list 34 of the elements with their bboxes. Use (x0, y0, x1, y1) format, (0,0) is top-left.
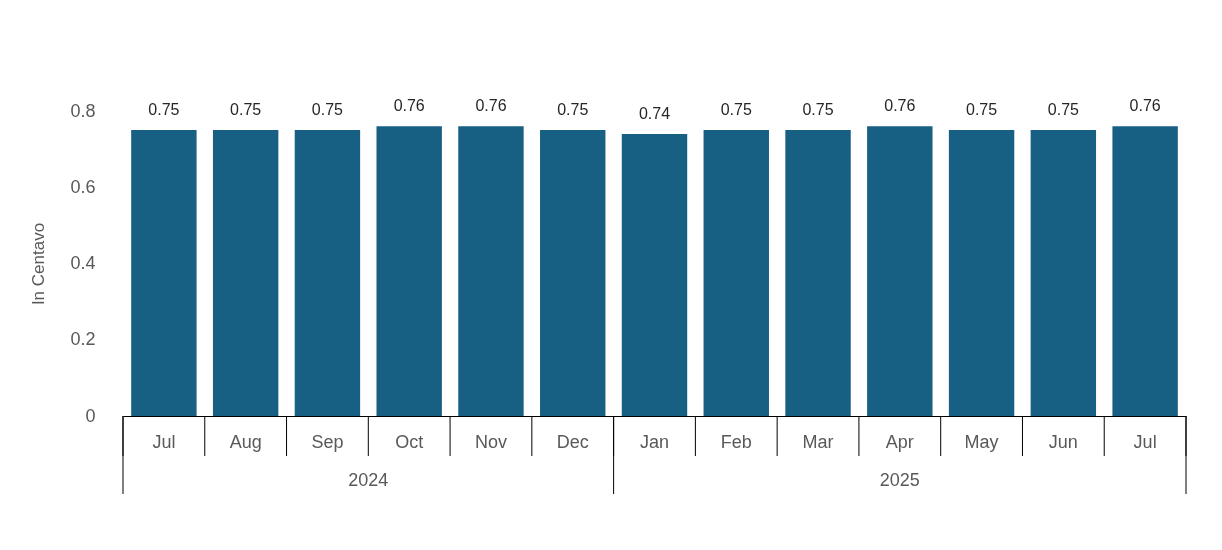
data-label: 0.75 (966, 101, 998, 119)
data-label: 0.75 (802, 101, 834, 119)
data-label: 0.75 (557, 101, 589, 119)
data-label: 0.76 (884, 97, 916, 115)
x-tick-label: Jul (1133, 431, 1157, 452)
x-tick-label: Jul (152, 431, 176, 452)
x-tick-label: Apr (885, 431, 914, 452)
x-tick-label: Jan (639, 431, 670, 452)
x-tick-label: Feb (720, 431, 752, 452)
data-label: 0.74 (638, 104, 671, 122)
y-tick-label: 0.2 (70, 329, 96, 350)
text: 2025 (879, 470, 920, 490)
x-tick-label: Aug (229, 431, 262, 452)
y-tick-label: 0 (85, 405, 96, 426)
x-tick-label: Mar (802, 431, 834, 452)
y-tick-label: 0.8 (70, 100, 96, 121)
data-label: 0.75 (148, 101, 180, 119)
x-tick-label: Sep (311, 431, 344, 452)
x-tick-label: Oct (395, 431, 424, 452)
x-tick-label: Jun (1048, 431, 1078, 452)
data-label: 0.76 (475, 97, 507, 115)
data-label: 0.75 (311, 101, 344, 119)
data-label: 0.76 (393, 97, 425, 115)
data-label: 0.75 (720, 101, 752, 119)
y-tick-label: 0.4 (70, 253, 96, 273)
data-label: 0.75 (1047, 101, 1080, 119)
x-tick-label: May (964, 431, 999, 452)
y-axis-title: In Centavo (29, 222, 49, 306)
x-tick-label: Dec (556, 431, 589, 452)
x-tick-label: Nov (474, 431, 507, 452)
data-label: 0.76 (1129, 97, 1161, 115)
data-label: 0.75 (230, 101, 262, 119)
text: 2024 (348, 470, 389, 490)
y-tick-label: 0.6 (70, 176, 96, 197)
